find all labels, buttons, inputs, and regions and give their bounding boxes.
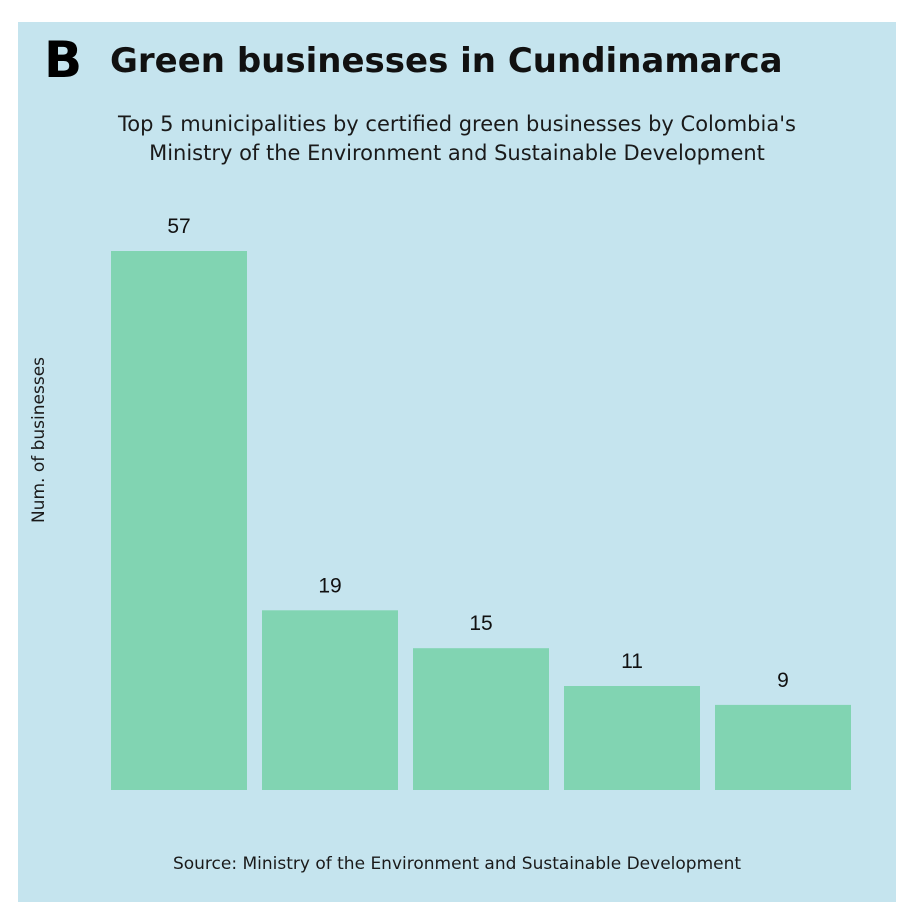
bar-value-label-4: 11 — [621, 650, 643, 673]
bar-value-label-2: 19 — [318, 574, 341, 597]
chart-source: Source: Ministry of the Environment and … — [172, 854, 742, 874]
chart-subtitle-line-1: Top 5 municipalities by certified green … — [118, 112, 796, 136]
bar-value-label-1: 57 — [167, 215, 190, 238]
bar-chart: 57 19 15 11 9 — [111, 215, 851, 790]
bar-1 — [111, 251, 247, 790]
bar-value-label-3: 15 — [469, 612, 492, 635]
chart-subtitle-line-2: Ministry of the Environment and Sustaina… — [149, 141, 765, 165]
bar-5 — [715, 704, 851, 790]
chart-title: Green businesses in Cundinamarca — [110, 41, 783, 81]
chart-subtitle: Top 5 municipalities by certified green … — [18, 110, 896, 168]
bar-2 — [262, 610, 398, 790]
chart-panel: B Green businesses in Cundinamarca Top 5… — [18, 22, 896, 902]
panel-label: B — [44, 31, 83, 89]
bar-value-label-5: 9 — [777, 669, 789, 692]
bar-4 — [564, 686, 700, 790]
bar-3 — [413, 648, 549, 790]
